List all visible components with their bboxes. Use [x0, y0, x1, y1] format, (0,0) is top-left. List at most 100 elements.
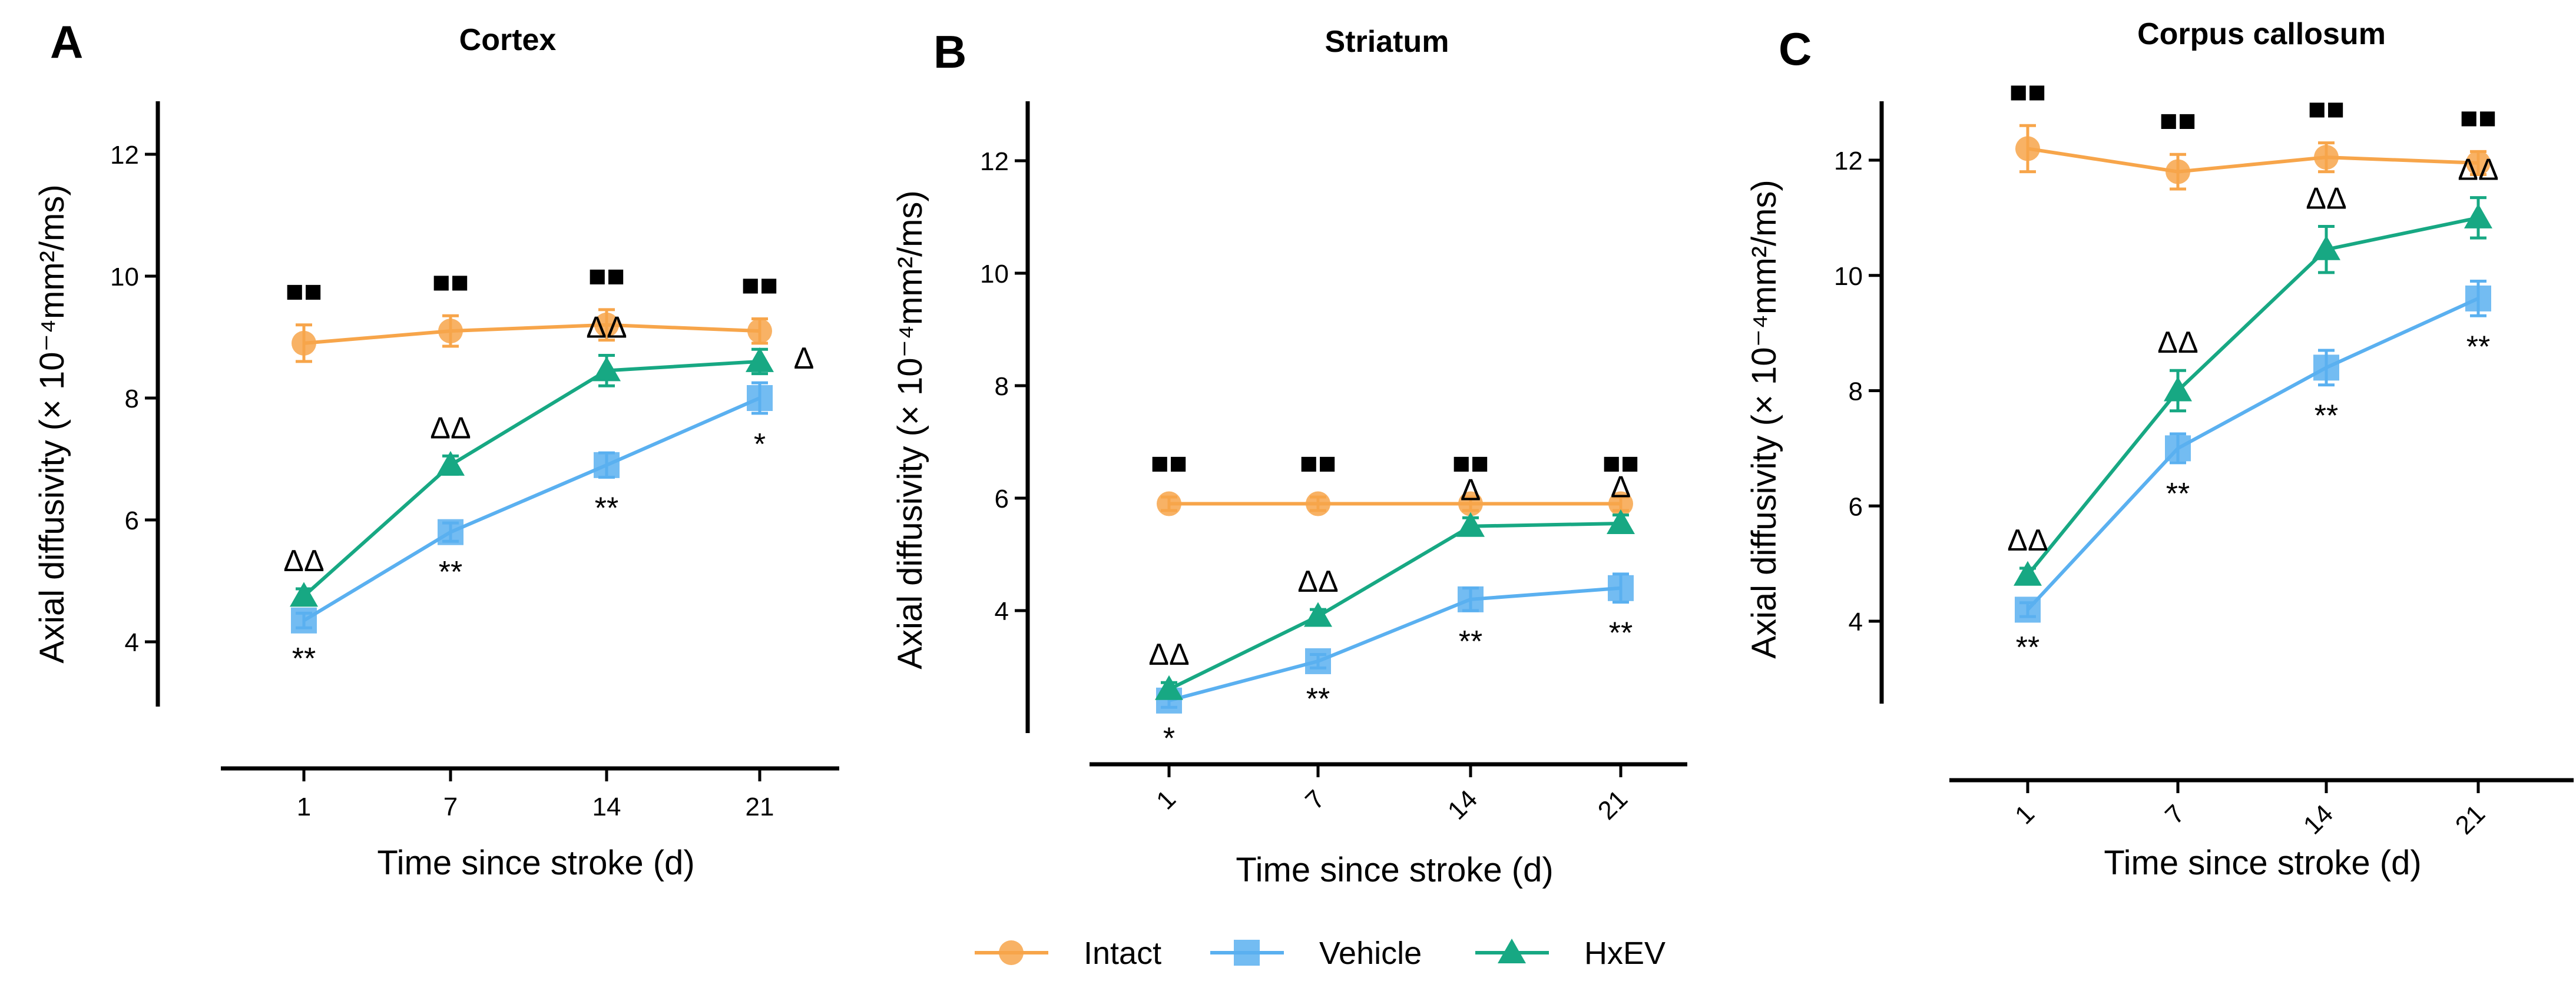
x-axis-title: Time since stroke (d)	[1236, 851, 1553, 889]
hxev-significance-marker: ΔΔ	[2458, 153, 2498, 187]
x-tick-label: 1	[297, 793, 311, 821]
intact-significance-marker: ■■	[2308, 92, 2345, 127]
intact-significance-marker: ■■	[432, 265, 469, 299]
intact-significance-marker: ■■	[2160, 104, 2197, 138]
point-vehicle	[1305, 648, 1331, 674]
hxev-significance-marker: ΔΔ	[2306, 182, 2346, 216]
y-tick-label: 10	[980, 260, 1009, 289]
point-intact	[1306, 491, 1330, 516]
vehicle-significance-marker: *	[754, 427, 766, 462]
point-intact	[1458, 491, 1483, 516]
x-tick-label: 1	[1151, 784, 1181, 815]
point-intact	[2466, 150, 2491, 175]
point-vehicle	[1608, 575, 1634, 601]
point-hxev	[1456, 512, 1485, 537]
hxev-significance-marker: ΔΔ	[1148, 638, 1189, 672]
intact-significance-marker: ■■	[2460, 101, 2497, 135]
intact-significance-marker: ■■	[1452, 446, 1489, 480]
point-intact	[438, 319, 463, 344]
legend: Intact Vehicle HxEV	[975, 936, 1666, 971]
vehicle-significance-marker: **	[439, 555, 462, 589]
y-tick-label: 6	[1849, 492, 1863, 521]
point-vehicle	[594, 452, 620, 478]
point-vehicle	[438, 519, 463, 545]
point-intact	[1608, 491, 1633, 516]
point-intact	[594, 312, 619, 337]
y-tick-label: 6	[995, 485, 1009, 513]
vehicle-significance-marker: **	[2466, 330, 2490, 364]
intact-significance-marker: ■■	[1602, 446, 1640, 480]
y-tick-label: 6	[125, 506, 139, 535]
hxev-significance-marker: ΔΔ	[430, 411, 471, 445]
intact-significance-marker: ■■	[741, 268, 779, 302]
y-tick-label: 10	[1834, 262, 1863, 291]
point-intact	[292, 330, 316, 356]
point-intact	[2015, 136, 2040, 161]
panel-a: A Cortex 4 6 8 10 12 1 7 14 21 Time since stroke (d…	[33, 16, 839, 882]
point-intact	[2314, 145, 2339, 170]
vehicle-significance-marker: **	[1609, 616, 1633, 651]
y-tick-label: 10	[110, 263, 139, 291]
x-tick-label: 21	[2450, 799, 2491, 840]
point-hxev	[2164, 376, 2192, 402]
panel-label: A	[50, 16, 83, 68]
legend-marker-hxev	[1498, 939, 1526, 963]
x-axis-title: Time since stroke (d)	[2104, 844, 2421, 882]
point-intact	[2166, 159, 2190, 184]
x-tick-label: 7	[1300, 784, 1330, 815]
intact-significance-marker: ■■	[1151, 446, 1188, 480]
point-hxev	[592, 356, 621, 382]
series-line-intact	[2027, 147, 2479, 174]
legend-marker-vehicle	[1234, 940, 1260, 966]
hxev-significance-marker: Δ	[1611, 470, 1631, 505]
hxev-significance-marker: ΔΔ	[1297, 565, 1338, 599]
point-hxev	[290, 582, 318, 607]
y-axis-title: Axial diffusivity (× 10⁻⁴mm²/ms)	[1745, 180, 1783, 658]
vehicle-significance-marker: **	[595, 492, 618, 526]
hxev-significance-marker: Δ	[794, 342, 814, 376]
hxev-significance-marker: ΔΔ	[283, 544, 324, 578]
legend-label-hxev: HxEV	[1584, 936, 1666, 971]
point-vehicle	[2165, 435, 2191, 462]
y-tick-label: 12	[1834, 147, 1863, 175]
vehicle-significance-marker: **	[292, 642, 316, 676]
hxev-significance-marker: ΔΔ	[2007, 523, 2048, 558]
x-tick-label: 21	[1592, 784, 1633, 825]
point-hxev	[2312, 235, 2340, 260]
point-vehicle	[2465, 285, 2491, 311]
intact-significance-marker: ■■	[2009, 75, 2047, 109]
vehicle-significance-marker: **	[2016, 631, 2039, 665]
vehicle-significance-marker: *	[1163, 721, 1175, 755]
y-tick-label: 4	[995, 597, 1009, 626]
x-tick-label: 7	[2160, 799, 2190, 830]
panel-c: C Corpus callosum 4 6 8 10 12 1 7 14 21 Time since …	[1745, 17, 2574, 882]
legend-marker-intact	[999, 940, 1024, 965]
point-hxev	[2464, 203, 2492, 228]
panel-label: C	[1779, 23, 1812, 75]
y-tick-label: 8	[125, 385, 139, 413]
point-vehicle	[2313, 354, 2339, 381]
point-hxev	[1607, 509, 1635, 534]
point-vehicle	[1458, 586, 1484, 612]
panel-title: Striatum	[1325, 25, 1449, 59]
x-tick-label: 14	[1442, 784, 1483, 825]
point-vehicle	[291, 607, 317, 634]
point-hxev	[1155, 675, 1183, 700]
legend-label-vehicle: Vehicle	[1319, 936, 1422, 971]
y-tick-label: 8	[995, 372, 1009, 401]
y-tick-label: 4	[1849, 608, 1863, 637]
vehicle-significance-marker: **	[1459, 625, 1482, 659]
panel-b: B Striatum 4 6 8 10 12 1 7 14 21 Time since stroke …	[891, 25, 1687, 889]
legend-label-intact: Intact	[1084, 936, 1161, 971]
point-intact	[747, 319, 772, 344]
point-hxev	[746, 347, 774, 372]
vehicle-significance-marker: **	[2166, 477, 2190, 511]
series-line-vehicle	[303, 396, 761, 622]
intact-significance-marker: ■■	[286, 274, 323, 309]
point-hxev	[1304, 602, 1332, 627]
intact-significance-marker: ■■	[1300, 446, 1337, 480]
series-line-hxev	[1168, 521, 1621, 691]
hxev-significance-marker: ΔΔ	[586, 311, 627, 345]
y-tick-label: 8	[1849, 377, 1863, 406]
